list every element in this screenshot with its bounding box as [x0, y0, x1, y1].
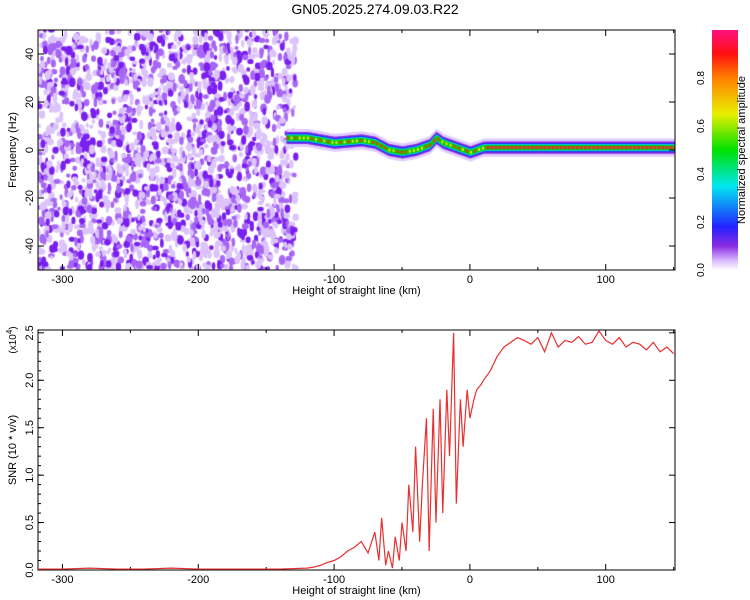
- y-tick-label: 0: [24, 147, 36, 153]
- colorbar-tick-label: 0.2: [696, 215, 707, 229]
- y-tick-label: 1.5: [24, 420, 36, 435]
- x-tick-label: -300: [51, 274, 73, 286]
- colorbar-tick-label: 0.8: [696, 71, 707, 85]
- x-tick-label: -300: [51, 574, 73, 586]
- x-axis-label: Height of straight line (km): [292, 585, 420, 597]
- y-scale-exponent: 4: [5, 329, 14, 334]
- x-tick-label: -100: [323, 574, 345, 586]
- x-tick-label: 0: [467, 574, 473, 586]
- colorbar: [712, 30, 738, 270]
- plot-frame: [37, 329, 676, 571]
- y-scale-label: (x104): [5, 326, 19, 353]
- y-scale-close: ): [8, 326, 19, 329]
- colorbar-tick-label: 0.6: [696, 119, 707, 133]
- y-tick-label: 1.0: [24, 467, 36, 482]
- y-tick-label: 0.5: [24, 515, 36, 530]
- figure-title: GN05.2025.274.09.03.R22: [291, 1, 459, 17]
- plot-frame: [37, 29, 676, 271]
- y-tick-label: 2.0: [24, 373, 36, 388]
- x-tick-label: -100: [323, 274, 345, 286]
- colorbar-tick-label: 0.0: [696, 263, 707, 277]
- x-tick-label: 100: [597, 574, 615, 586]
- x-axis-label: Height of straight line (km): [292, 285, 420, 297]
- snr-line: [38, 329, 675, 570]
- y-tick-label: -20: [24, 190, 36, 206]
- x-tick-label: -200: [187, 574, 209, 586]
- y-tick-label: -40: [24, 238, 36, 254]
- colorbar-tick-label: 0.4: [696, 167, 707, 181]
- x-tick-label: -200: [187, 274, 209, 286]
- y-axis-label: SNR (10 * v/v): [7, 415, 19, 485]
- y-tick-label: 0.0: [24, 562, 36, 577]
- x-tick-label: 0: [467, 274, 473, 286]
- x-tick-label: 100: [597, 274, 615, 286]
- y-tick-label: 40: [24, 48, 36, 60]
- y-tick-label: 2.5: [24, 325, 36, 340]
- colorbar-label: Normalized spectral amplitude: [736, 76, 748, 224]
- y-tick-label: 20: [24, 96, 36, 108]
- y-axis-label: Frequency (Hz): [7, 112, 19, 188]
- spectrogram-image: [38, 30, 675, 270]
